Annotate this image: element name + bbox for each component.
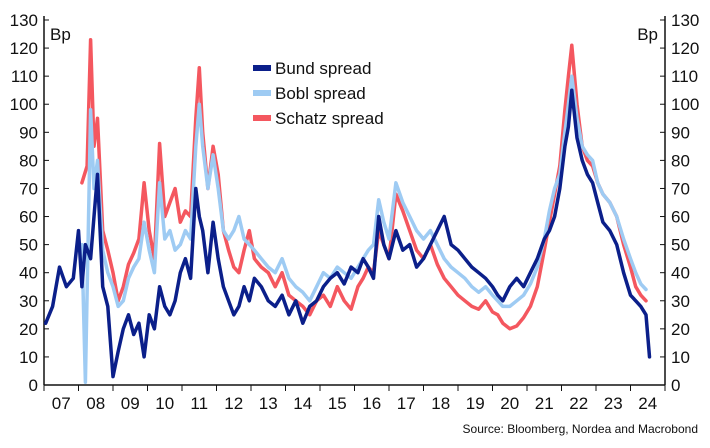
left-y-tick-label: 110 [11, 67, 38, 86]
legend: Bund spread Bobl spread Schatz spread [253, 59, 384, 128]
left-y-tick-label: 10 [19, 348, 38, 367]
right-y-tick-label: 130 [671, 11, 699, 30]
right-y-tick-label: 20 [671, 320, 690, 339]
x-tick-label: 17 [397, 394, 416, 413]
x-tick-label: 22 [569, 394, 588, 413]
right-y-tick-label: 110 [671, 67, 698, 86]
x-tick-label: 08 [86, 394, 105, 413]
left-y-tick-label: 0 [29, 376, 38, 395]
left-y-tick-label: 60 [19, 208, 38, 227]
left-y-tick-label: 90 [19, 123, 38, 142]
left-y-tick-label: 70 [19, 179, 38, 198]
x-tick-label: 23 [604, 394, 623, 413]
legend-label-bund-spread: Bund spread [275, 59, 371, 78]
right-y-tick-label: 0 [671, 376, 680, 395]
x-tick-label: 24 [638, 394, 657, 413]
legend-label-bobl-spread: Bobl spread [275, 84, 366, 103]
x-tick-label: 14 [293, 394, 312, 413]
series-line-bund-spread [43, 88, 652, 379]
right-y-tick-label: 90 [671, 123, 690, 142]
left-y-unit-label: Bp [50, 25, 71, 44]
right-y-tick-label: 100 [671, 95, 699, 114]
x-tick-label: 20 [500, 394, 519, 413]
x-tick-label: 09 [121, 394, 140, 413]
x-tick-label: 11 [190, 394, 208, 413]
right-y-tick-label: 30 [671, 292, 690, 311]
tick-marks [43, 19, 666, 391]
right-y-tick-label: 80 [671, 151, 690, 170]
right-y-tick-label: 10 [671, 348, 690, 367]
right-y-unit-label: Bp [637, 25, 658, 44]
left-y-tick-label: 40 [19, 264, 38, 283]
x-tick-label: 13 [259, 394, 278, 413]
right-y-tick-label: 50 [671, 236, 690, 255]
left-y-tick-label: 20 [19, 320, 38, 339]
right-y-tick-label: 70 [671, 179, 690, 198]
left-y-tick-label: 100 [10, 95, 38, 114]
left-y-tick-label: 50 [19, 236, 38, 255]
legend-label-schatz-spread: Schatz spread [275, 109, 384, 128]
x-tick-label: 18 [431, 394, 450, 413]
x-tick-label: 15 [328, 394, 347, 413]
source-note: Source: Bloomberg, Nordea and Macrobond [463, 422, 698, 436]
x-tick-label: 10 [155, 394, 174, 413]
right-y-tick-label: 60 [671, 208, 690, 227]
left-y-tick-label: 120 [10, 39, 38, 58]
right-y-tick-label: 40 [671, 264, 690, 283]
left-y-tick-label: 30 [19, 292, 38, 311]
x-tick-label: 12 [224, 394, 243, 413]
left-y-tick-label: 130 [10, 11, 38, 30]
x-tick-label: 16 [362, 394, 381, 413]
series-line-bobl-spread [80, 74, 648, 384]
x-tick-label: 07 [52, 394, 71, 413]
x-tick-label: 19 [466, 394, 485, 413]
x-tick-label: 21 [535, 394, 554, 413]
plot-area [43, 37, 652, 384]
right-y-tick-label: 120 [671, 39, 699, 58]
left-y-tick-label: 80 [19, 151, 38, 170]
